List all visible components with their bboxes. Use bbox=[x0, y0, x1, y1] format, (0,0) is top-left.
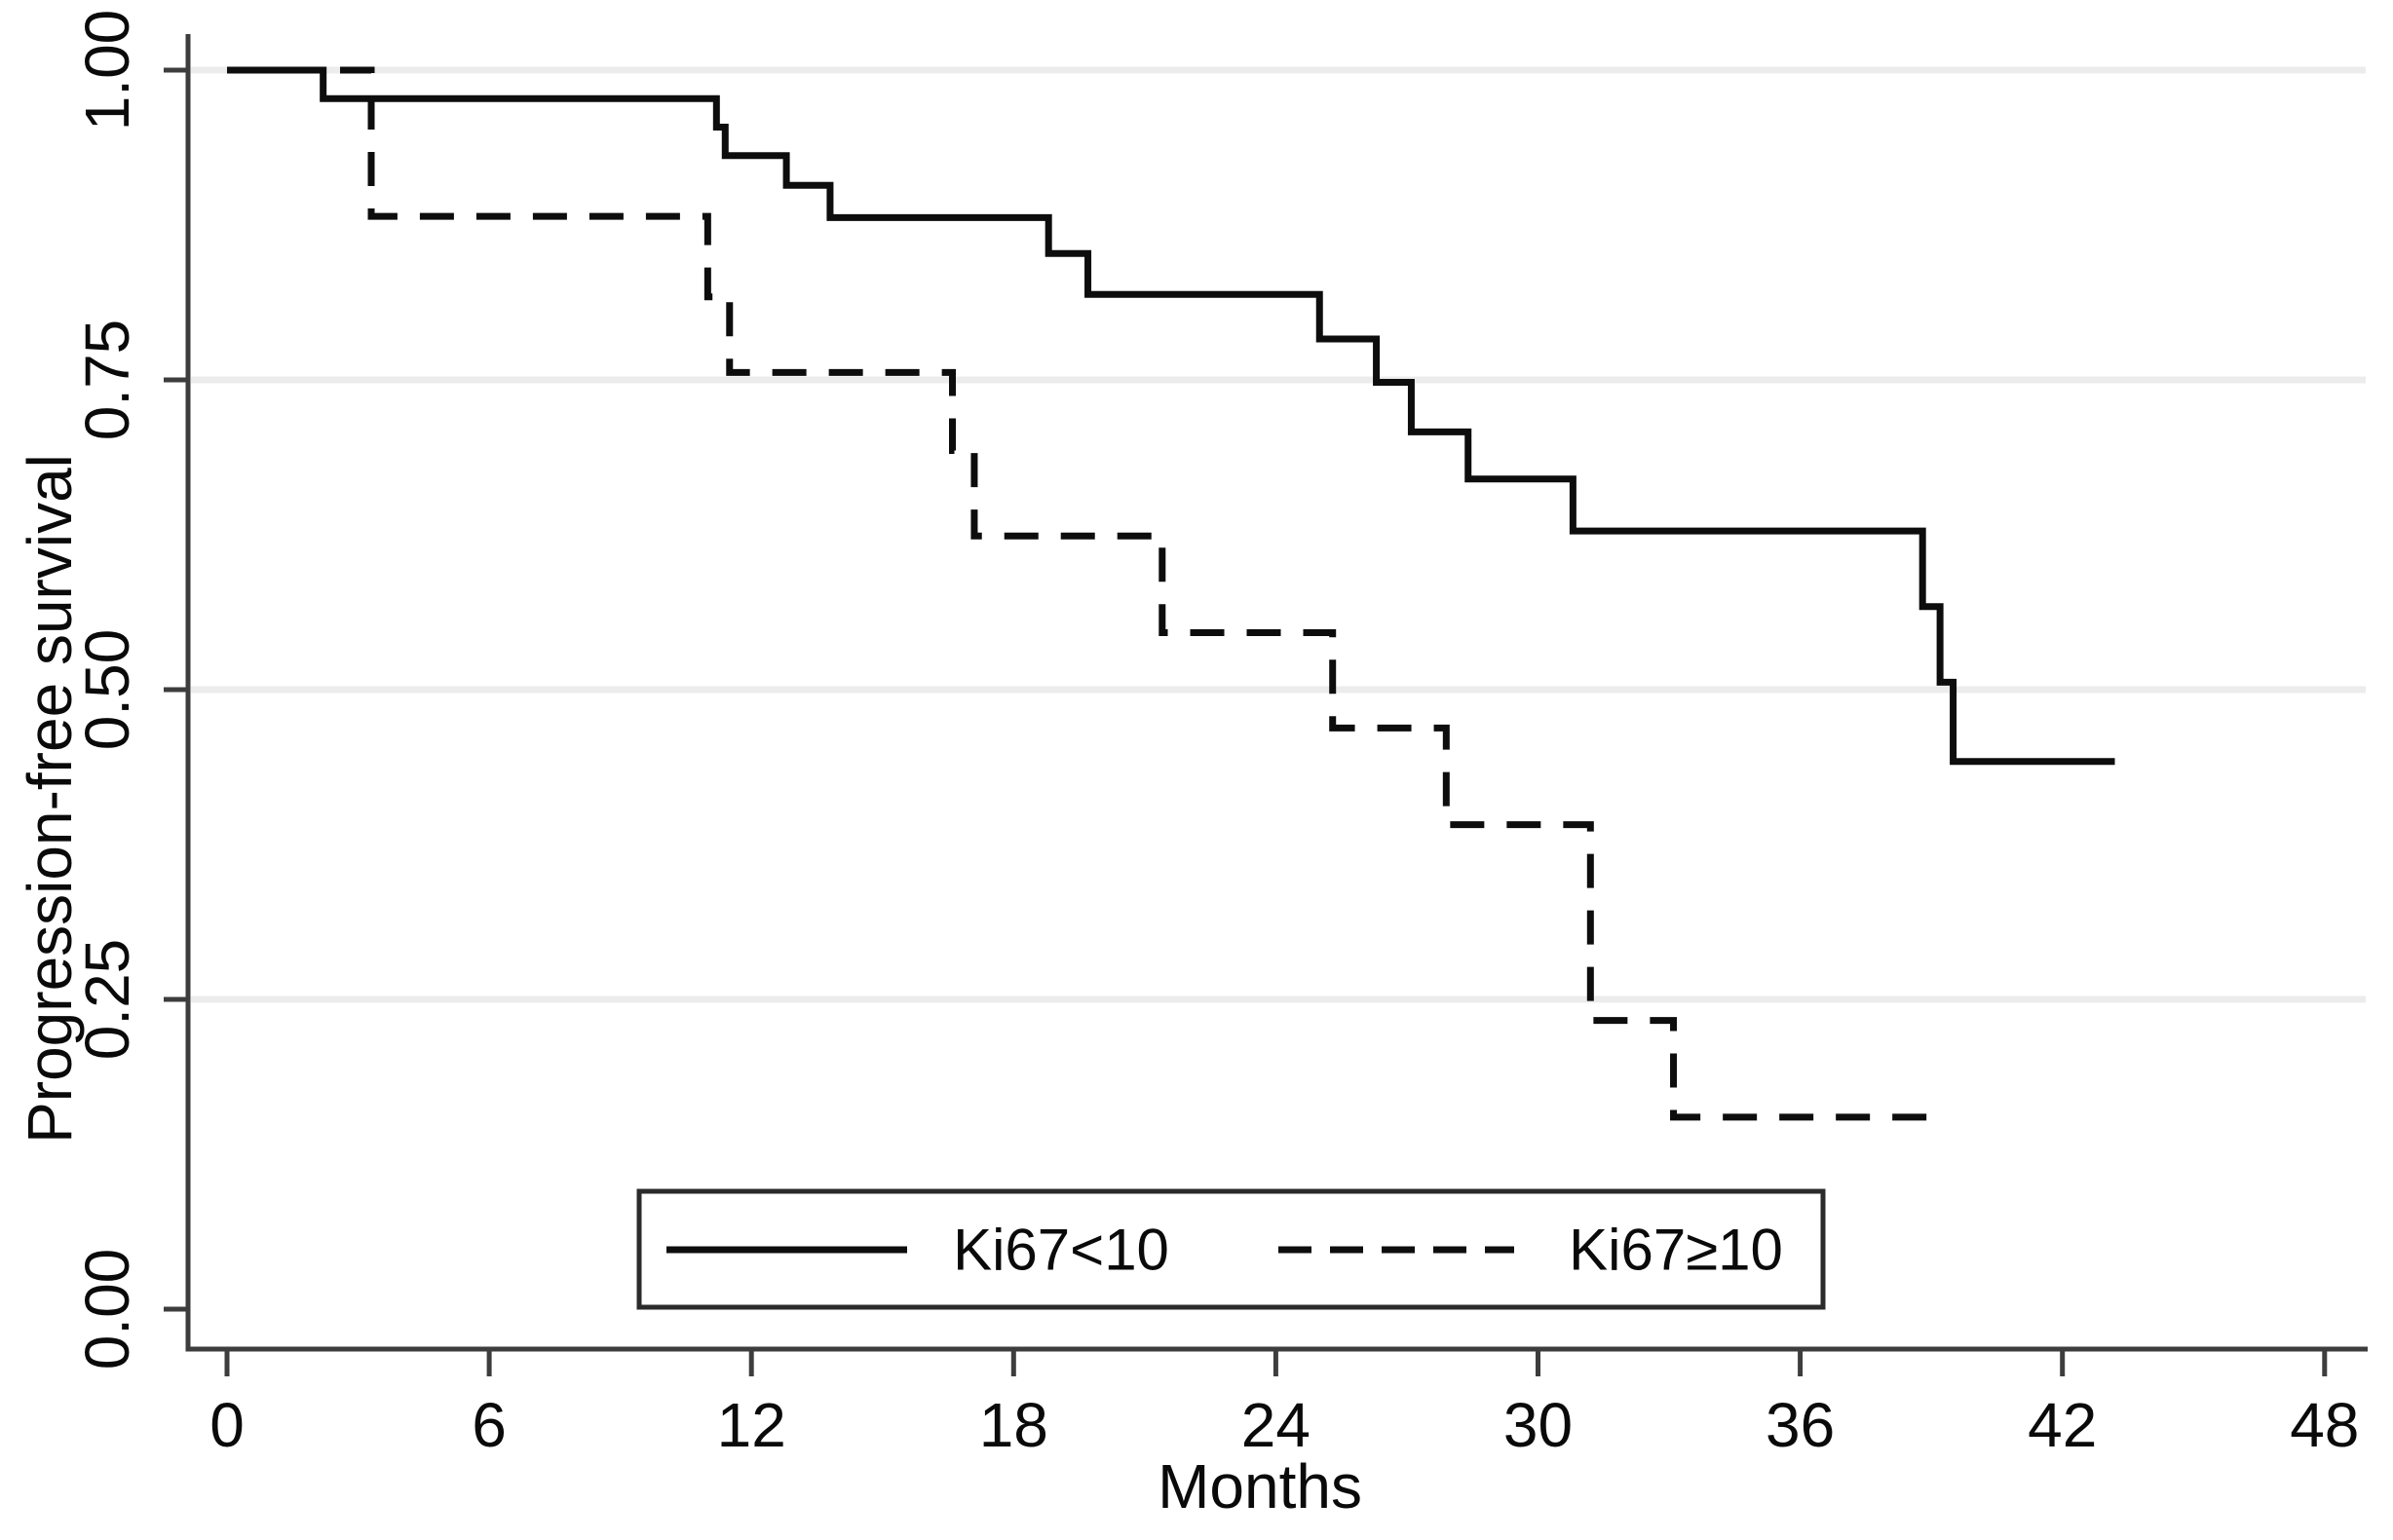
x-tick-label-42: 42 bbox=[2028, 1390, 2097, 1460]
x-tick-label-24: 24 bbox=[1241, 1390, 1310, 1460]
x-tick-label-18: 18 bbox=[979, 1390, 1048, 1460]
x-axis-title: Months bbox=[1158, 1451, 1362, 1521]
y-tick-label-0.25: 0.25 bbox=[72, 939, 142, 1061]
y-tick-label-0.50: 0.50 bbox=[72, 629, 142, 751]
legend-label-ki67-ge-10: Ki67≥10 bbox=[1569, 1218, 1783, 1283]
x-tick-label-30: 30 bbox=[1503, 1390, 1573, 1460]
x-tick-label-36: 36 bbox=[1766, 1390, 1835, 1460]
x-tick-label-12: 12 bbox=[717, 1390, 786, 1460]
y-axis-title: Progression-free survival bbox=[15, 454, 85, 1144]
y-axis-ticks: 0.00 0.25 0.50 0.75 1.00 bbox=[72, 10, 188, 1371]
x-tick-label-48: 48 bbox=[2290, 1390, 2359, 1460]
series-curves bbox=[227, 66, 2115, 1121]
gridlines bbox=[191, 66, 2366, 1003]
x-axis-ticks: 0 6 12 18 24 30 36 42 48 bbox=[209, 1349, 2359, 1460]
x-tick-label-0: 0 bbox=[209, 1390, 245, 1460]
legend: Ki67<10 Ki67≥10 bbox=[636, 1188, 1826, 1310]
x-tick-label-6: 6 bbox=[472, 1390, 507, 1460]
y-tick-label-0.75: 0.75 bbox=[72, 319, 142, 441]
survival-curve-ki67-lt-10 bbox=[227, 66, 2115, 766]
y-tick-label-0.00: 0.00 bbox=[72, 1249, 142, 1371]
legend-label-ki67-lt-10: Ki67<10 bbox=[953, 1218, 1169, 1283]
y-tick-label-1.00: 1.00 bbox=[72, 10, 142, 131]
survival-curve-ki67-ge-10 bbox=[227, 66, 1932, 1121]
